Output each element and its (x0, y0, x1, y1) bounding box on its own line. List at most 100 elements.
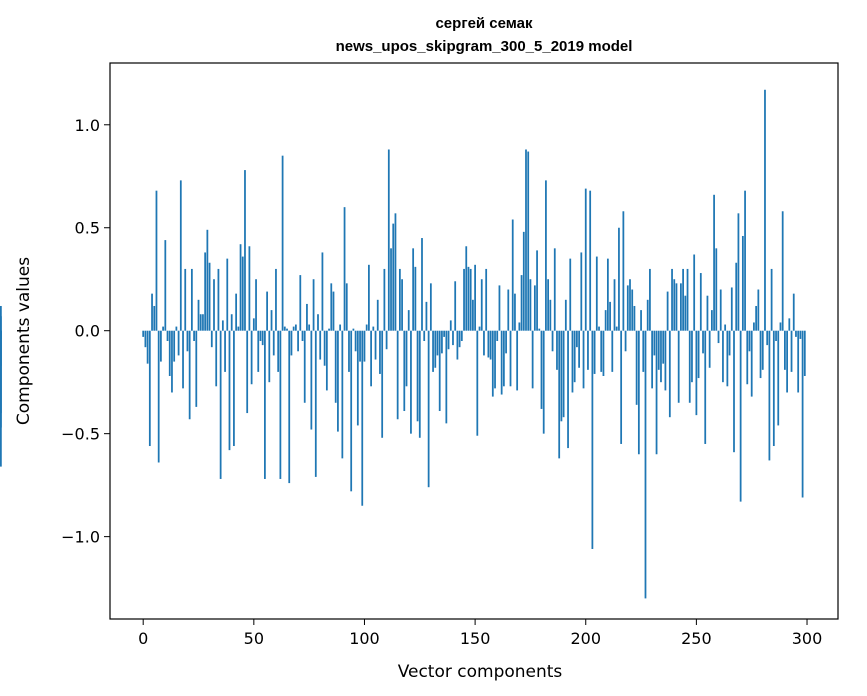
bar-50 (252, 318, 255, 331)
bar-4 (151, 293, 153, 331)
bar-31 (210, 330, 213, 348)
bar-257 (710, 310, 713, 331)
bar-114 (394, 213, 397, 331)
bar-48 (248, 246, 251, 331)
bar-213 (613, 279, 616, 331)
bar-75 (308, 324, 311, 331)
bar-238 (668, 330, 671, 418)
bar-269 (737, 213, 740, 331)
bar-83 (325, 330, 328, 391)
bar-296 (797, 330, 800, 393)
bar-8 (160, 330, 162, 362)
bar-7 (157, 330, 160, 463)
bar-66 (288, 330, 291, 484)
bar-163 (502, 330, 505, 387)
bar-170 (518, 322, 521, 331)
bar-79 (317, 314, 319, 331)
bar-159 (494, 330, 496, 389)
bar-12 (168, 330, 171, 376)
bar-101 (365, 324, 368, 331)
bar-133 (436, 330, 439, 356)
bar-189 (560, 330, 563, 422)
bar-102 (368, 264, 370, 331)
bar-240 (673, 279, 676, 331)
bar-234 (660, 330, 662, 383)
bar-68 (292, 326, 295, 331)
bar-80 (319, 330, 322, 360)
bar-undefined (0, 316, 2, 331)
bar-215 (618, 227, 620, 331)
bar-178 (536, 250, 538, 331)
bar-70 (297, 330, 299, 352)
bar-220 (629, 279, 631, 331)
bar-127 (423, 330, 426, 341)
bar-258 (713, 194, 715, 331)
bar-144 (460, 330, 463, 341)
bar-229 (649, 268, 651, 331)
bar-132 (434, 330, 437, 368)
bar-198 (580, 252, 583, 331)
bar-122 (412, 248, 415, 331)
bar-99 (361, 330, 364, 506)
bar-218 (624, 330, 627, 352)
bar-164 (505, 330, 507, 354)
bar-226 (642, 330, 645, 372)
bar-97 (356, 330, 359, 426)
bar-237 (666, 291, 669, 331)
bar-182 (545, 180, 547, 331)
bar-13 (171, 330, 173, 393)
bar-5 (153, 305, 156, 331)
bar-196 (576, 330, 578, 348)
bar-63 (281, 155, 284, 331)
bar-161 (498, 285, 501, 331)
bar-225 (640, 310, 642, 331)
bar-121 (410, 330, 412, 434)
bar-87 (334, 330, 337, 403)
bar-60 (275, 268, 277, 331)
bar-265 (728, 330, 731, 356)
bar-162 (500, 330, 503, 395)
bar-243 (680, 283, 682, 331)
bar-179 (538, 328, 541, 331)
bar-64 (283, 326, 286, 331)
bar-65 (286, 328, 288, 331)
bar-248 (691, 330, 693, 383)
bar-115 (396, 330, 399, 420)
bar-241 (675, 283, 678, 331)
bar-46 (244, 170, 246, 331)
bar-165 (507, 289, 510, 331)
bar-276 (753, 322, 755, 331)
bar-252 (699, 273, 702, 331)
bar-295 (795, 330, 797, 337)
y-tick-label: −1.0 (61, 528, 100, 547)
bar-6 (155, 190, 158, 331)
bar-124 (416, 330, 419, 422)
bar-14 (173, 330, 176, 362)
x-tick-label: 150 (460, 629, 491, 648)
bar-268 (735, 262, 738, 331)
bar-51 (255, 279, 257, 331)
y-tick-label: −0.5 (61, 425, 100, 444)
bar-49 (250, 330, 253, 385)
bar-169 (516, 330, 519, 391)
bar-143 (458, 330, 461, 348)
bar-272 (744, 190, 746, 331)
bar-166 (509, 330, 512, 387)
bar-193 (569, 258, 572, 331)
bar-86 (332, 291, 335, 331)
bar-250 (695, 330, 698, 416)
bar-259 (715, 248, 718, 331)
bar-41 (233, 330, 235, 447)
bar-154 (483, 330, 485, 356)
bar-undefined (0, 330, 2, 414)
bar-264 (726, 330, 729, 387)
bar-279 (759, 330, 762, 379)
bar-206 (598, 326, 600, 331)
bar-54 (261, 330, 264, 346)
bar-33 (215, 330, 218, 387)
bar-24 (195, 330, 198, 407)
bar-278 (757, 289, 760, 331)
bar-207 (600, 330, 603, 372)
bar-82 (323, 330, 326, 366)
bar-171 (520, 275, 523, 331)
